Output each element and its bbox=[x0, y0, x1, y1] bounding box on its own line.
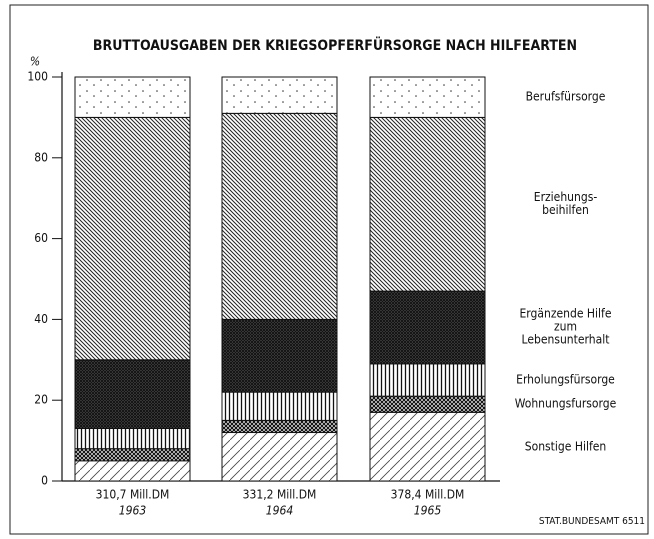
bar-segment bbox=[74, 427, 191, 450]
bar-segment bbox=[369, 116, 486, 292]
legend-label: Wohnungsfursorge bbox=[514, 396, 617, 411]
bar-segment bbox=[369, 290, 486, 365]
bar-segment bbox=[369, 411, 486, 482]
bar-segment bbox=[74, 76, 191, 118]
y-tick-label: 20 bbox=[34, 393, 48, 407]
legend-label: Sonstige Hilfen bbox=[524, 439, 607, 454]
bar-segment bbox=[221, 318, 338, 393]
x-sublabel: 310,7 Mill.DM bbox=[96, 488, 170, 502]
bar-segment bbox=[74, 448, 191, 462]
bar-segment bbox=[74, 116, 191, 361]
bar-segment bbox=[221, 76, 338, 114]
bar-segment bbox=[369, 395, 486, 413]
bar-segment bbox=[221, 432, 338, 482]
y-tick-label: 0 bbox=[41, 474, 48, 488]
bar-segment bbox=[369, 76, 486, 118]
y-tick-label: 40 bbox=[34, 312, 48, 326]
y-label: % bbox=[30, 55, 40, 69]
bar-segment bbox=[221, 419, 338, 434]
frame bbox=[9, 4, 649, 535]
bar-segment bbox=[74, 460, 191, 482]
legend-label: Erholungsfürsorge bbox=[516, 372, 615, 387]
legend-label: Erziehungs- beihilfen bbox=[533, 190, 598, 218]
x-tick-label: 1964 bbox=[266, 504, 294, 518]
chart-title: BRUTTOAUSGABEN DER KRIEGSOPFERFÜRSORGE N… bbox=[93, 36, 577, 54]
legend-label: Ergänzende Hilfe zum Lebensunterhalt bbox=[519, 306, 612, 347]
y-tick-label: 60 bbox=[34, 231, 48, 245]
x-sublabel: 378,4 Mill.DM bbox=[391, 488, 465, 502]
y-tick-label: 80 bbox=[34, 150, 48, 164]
bar-segment bbox=[221, 112, 338, 320]
x-tick-label: 1963 bbox=[119, 504, 147, 518]
x-tick-label: 1965 bbox=[414, 504, 442, 518]
bar-segment bbox=[369, 363, 486, 397]
legend-label: Berufsfürsorge bbox=[525, 89, 606, 104]
source: STAT.BUNDESAMT 6511 bbox=[539, 516, 645, 527]
x-sublabel: 331,2 Mill.DM bbox=[243, 488, 317, 502]
y-tick-label: 100 bbox=[27, 70, 48, 84]
bar-segment bbox=[74, 359, 191, 429]
bar-segment bbox=[221, 391, 338, 421]
